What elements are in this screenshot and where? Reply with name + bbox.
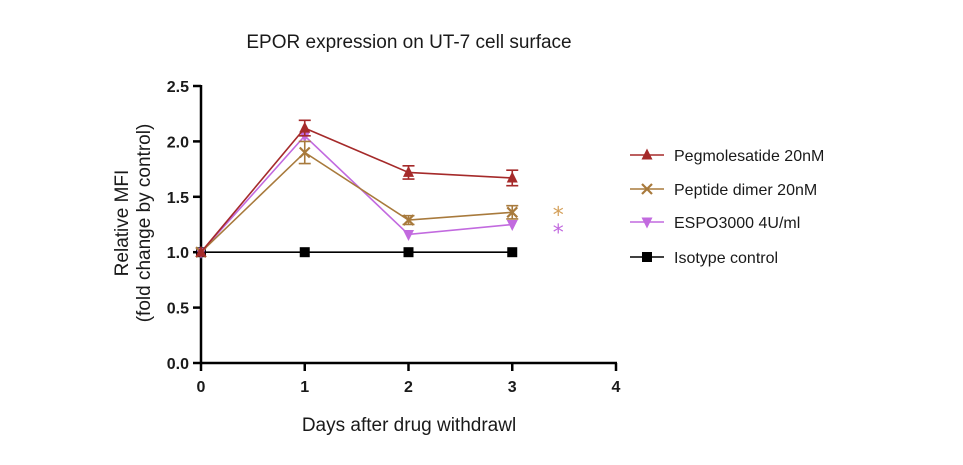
- x-tick-label: 3: [508, 379, 517, 396]
- y-tick-label: 0.5: [167, 301, 189, 318]
- y-tick-label: 2.0: [167, 134, 189, 151]
- data-point: [506, 206, 519, 219]
- legend-item: Peptide dimer 20nM: [630, 182, 817, 199]
- axes: 0.0 0.5 1.0 1.5 2.0 2.5 0 1 2 3 4: [167, 79, 621, 396]
- y-axis-label-line-1: Relative MFI: [112, 170, 133, 277]
- data-point: [403, 229, 414, 241]
- series-pegmolesatide-20nm: [195, 119, 519, 257]
- chart-title: EPOR expression on UT-7 cell surface: [246, 32, 571, 53]
- x-axis-label: Days after drug withdrawl: [302, 415, 516, 436]
- data-point: [299, 121, 311, 133]
- y-tick-label: 0.0: [167, 356, 189, 373]
- legend-item: ESPO3000 4U/ml: [630, 215, 800, 232]
- data-point: [507, 247, 518, 258]
- series-line: [200, 151, 513, 253]
- series-line: [200, 134, 513, 253]
- y-tick-label: 1.5: [167, 190, 189, 207]
- data-point: [402, 214, 415, 226]
- legend-label: ESPO3000 4U/ml: [674, 215, 800, 232]
- y-axis-label-line-2: (fold change by control): [134, 124, 155, 323]
- legend: Pegmolesatide 20nM Peptide dimer 20nM ESPO…: [630, 148, 824, 267]
- data-point: [195, 245, 207, 257]
- data-point: [506, 171, 518, 183]
- data-point: [403, 165, 414, 177]
- x-tick-label: 1: [300, 379, 309, 396]
- legend-marker: [641, 217, 653, 229]
- legend-label: Isotype control: [674, 250, 778, 267]
- data-point: [299, 131, 311, 143]
- legend-item: Pegmolesatide 20nM: [630, 148, 824, 165]
- series-isotype-control: [196, 247, 518, 258]
- x-tick-label: 4: [612, 379, 621, 396]
- y-tick-label: 1.0: [167, 245, 189, 262]
- significance-star: *: [553, 203, 564, 228]
- data-point: [403, 247, 414, 258]
- legend-marker: [641, 148, 653, 160]
- x-tick-label: 2: [404, 379, 413, 396]
- legend-marker: [641, 183, 653, 195]
- data-point: [506, 220, 518, 231]
- legend-label: Peptide dimer 20nM: [674, 182, 817, 199]
- data-point: [299, 247, 310, 258]
- legend-item: Isotype control: [630, 250, 778, 267]
- legend-label: Pegmolesatide 20nM: [674, 148, 824, 165]
- y-axis-label: Relative MFI (fold change by control): [112, 124, 155, 323]
- series-line: [200, 127, 513, 253]
- legend-marker: [642, 252, 652, 262]
- plot-area: **: [195, 119, 564, 259]
- significance-star: *: [553, 221, 564, 246]
- y-tick-label: 2.5: [167, 79, 189, 96]
- x-tick-label: 0: [197, 379, 206, 396]
- data-point: [298, 146, 311, 159]
